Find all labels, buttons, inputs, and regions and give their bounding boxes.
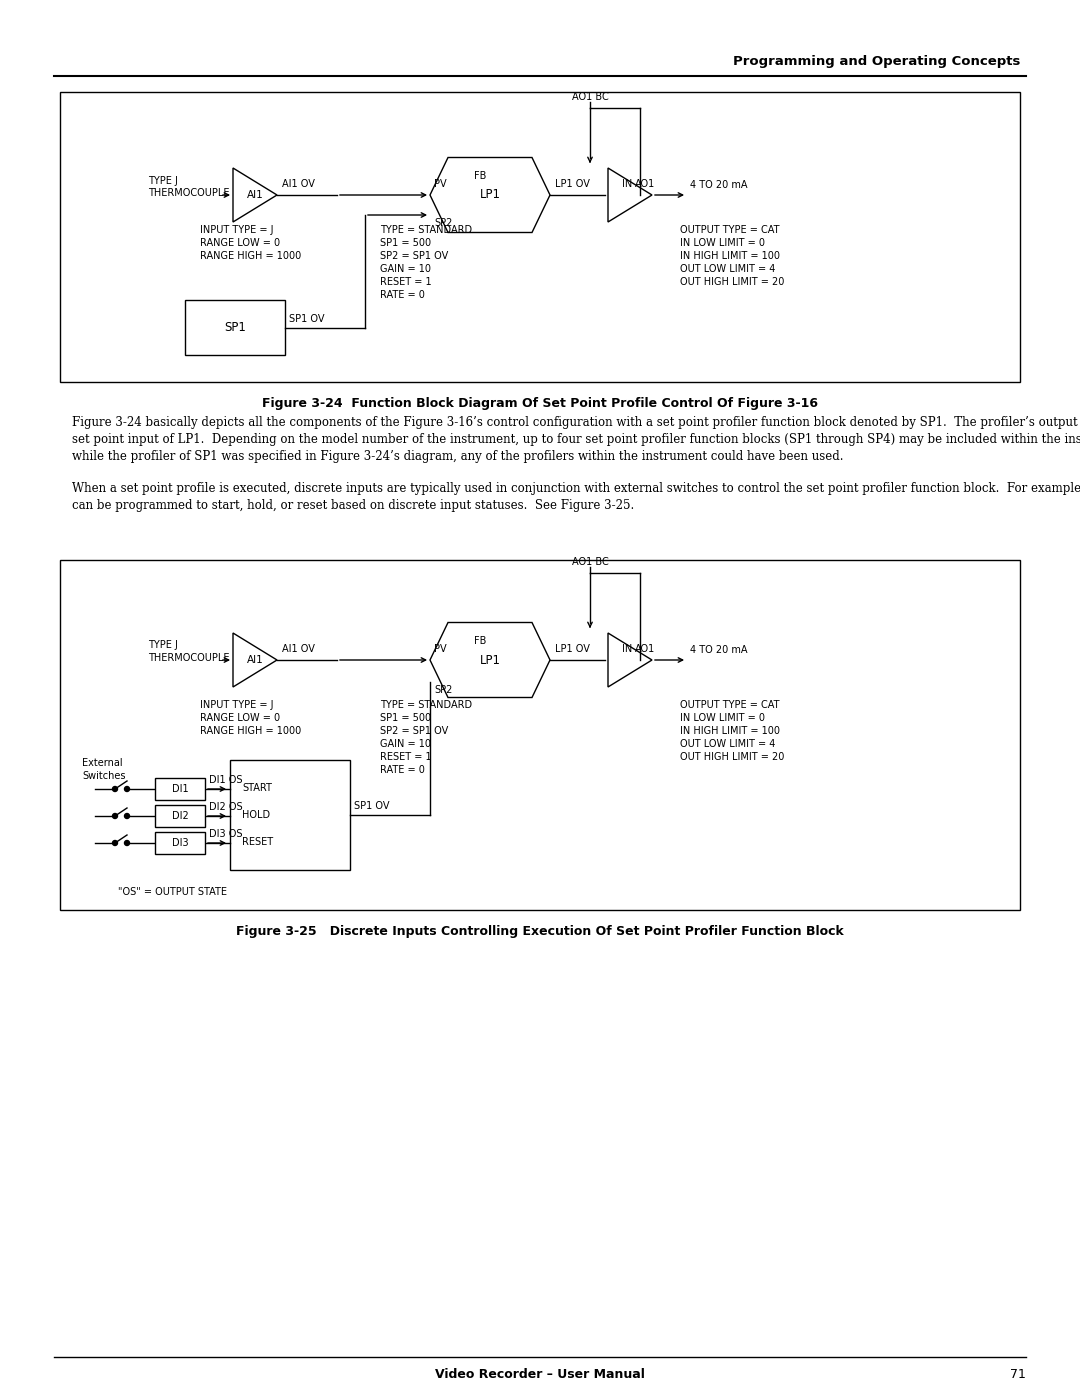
Text: RANGE HIGH = 1000: RANGE HIGH = 1000 <box>200 726 301 736</box>
Text: AI1 OV: AI1 OV <box>282 644 315 654</box>
Text: LP1: LP1 <box>480 654 500 666</box>
Text: SP1 OV: SP1 OV <box>289 313 324 324</box>
Text: SP1: SP1 <box>224 321 246 334</box>
Text: TYPE = STANDARD: TYPE = STANDARD <box>380 700 472 710</box>
Text: TYPE = STANDARD: TYPE = STANDARD <box>380 225 472 235</box>
Text: RESET: RESET <box>242 837 273 847</box>
Text: SP2 = SP1 OV: SP2 = SP1 OV <box>380 726 448 736</box>
Text: RANGE LOW = 0: RANGE LOW = 0 <box>200 712 280 724</box>
Text: SP1: SP1 <box>279 813 301 827</box>
Text: DI2: DI2 <box>172 812 188 821</box>
Text: Switches: Switches <box>82 771 125 781</box>
Text: OUTPUT TYPE = CAT: OUTPUT TYPE = CAT <box>680 225 780 235</box>
Text: AO1 BC: AO1 BC <box>571 92 608 102</box>
Text: AI1: AI1 <box>246 655 264 665</box>
Text: Figure 3-24 basically depicts all the components of the Figure 3-16’s control co: Figure 3-24 basically depicts all the co… <box>72 416 1080 429</box>
Text: OUT LOW LIMIT = 4: OUT LOW LIMIT = 4 <box>680 739 775 749</box>
Bar <box>185 300 285 355</box>
Text: 71: 71 <box>1010 1368 1026 1382</box>
Text: RATE = 0: RATE = 0 <box>380 291 424 300</box>
Text: while the profiler of SP1 was specified in Figure 3-24’s diagram, any of the pro: while the profiler of SP1 was specified … <box>72 450 843 462</box>
Text: When a set point profile is executed, discrete inputs are typically used in conj: When a set point profile is executed, di… <box>72 482 1080 495</box>
Text: RANGE HIGH = 1000: RANGE HIGH = 1000 <box>200 251 301 261</box>
Text: IN HIGH LIMIT = 100: IN HIGH LIMIT = 100 <box>680 726 780 736</box>
Text: Video Recorder – User Manual: Video Recorder – User Manual <box>435 1368 645 1382</box>
Text: DI1 OS: DI1 OS <box>210 775 243 785</box>
Bar <box>60 560 1020 909</box>
Bar <box>60 92 1020 381</box>
Text: SP2: SP2 <box>434 685 453 694</box>
Text: TYPE J: TYPE J <box>148 640 178 650</box>
Bar <box>156 833 205 854</box>
Text: DI1: DI1 <box>172 784 188 793</box>
Circle shape <box>124 813 130 819</box>
Circle shape <box>124 841 130 845</box>
Text: IN HIGH LIMIT = 100: IN HIGH LIMIT = 100 <box>680 251 780 261</box>
Text: Figure 3-24  Function Block Diagram Of Set Point Profile Control Of Figure 3-16: Figure 3-24 Function Block Diagram Of Se… <box>262 398 818 411</box>
Text: THERMOCOUPLE: THERMOCOUPLE <box>148 652 229 664</box>
Text: TYPE J: TYPE J <box>148 176 178 186</box>
Text: AI1 OV: AI1 OV <box>282 179 315 189</box>
Text: Programming and Operating Concepts: Programming and Operating Concepts <box>732 54 1020 68</box>
Text: IN LOW LIMIT = 0: IN LOW LIMIT = 0 <box>680 712 765 724</box>
Bar <box>156 805 205 827</box>
Bar <box>156 778 205 800</box>
Text: AO1: AO1 <box>635 644 656 654</box>
Text: START: START <box>242 782 272 793</box>
Text: IN: IN <box>622 179 632 189</box>
Text: IN: IN <box>622 644 632 654</box>
Text: INPUT TYPE = J: INPUT TYPE = J <box>200 700 273 710</box>
Text: LP1 OV: LP1 OV <box>555 179 590 189</box>
Text: set point input of LP1.  Depending on the model number of the instrument, up to : set point input of LP1. Depending on the… <box>72 433 1080 446</box>
Text: AI1: AI1 <box>246 190 264 200</box>
Text: DI2 OS: DI2 OS <box>210 802 243 812</box>
Text: DI3 OS: DI3 OS <box>210 828 243 840</box>
Text: DI3: DI3 <box>172 838 188 848</box>
Text: SP1 = 500: SP1 = 500 <box>380 712 431 724</box>
Text: AO1 BC: AO1 BC <box>571 557 608 567</box>
Circle shape <box>124 787 130 792</box>
Text: LP1: LP1 <box>480 189 500 201</box>
Text: 4 TO 20 mA: 4 TO 20 mA <box>690 645 747 655</box>
Text: OUT LOW LIMIT = 4: OUT LOW LIMIT = 4 <box>680 264 775 274</box>
Text: GAIN = 10: GAIN = 10 <box>380 264 431 274</box>
Text: GAIN = 10: GAIN = 10 <box>380 739 431 749</box>
Text: 4 TO 20 mA: 4 TO 20 mA <box>690 180 747 190</box>
Text: FB: FB <box>474 170 486 182</box>
Text: OUT HIGH LIMIT = 20: OUT HIGH LIMIT = 20 <box>680 277 784 286</box>
Text: AO1: AO1 <box>635 179 656 189</box>
Text: OUT HIGH LIMIT = 20: OUT HIGH LIMIT = 20 <box>680 752 784 761</box>
Text: can be programmed to start, hold, or reset based on discrete input statuses.  Se: can be programmed to start, hold, or res… <box>72 499 634 511</box>
Text: Figure 3-25   Discrete Inputs Controlling Execution Of Set Point Profiler Functi: Figure 3-25 Discrete Inputs Controlling … <box>237 925 843 939</box>
Text: HOLD: HOLD <box>242 810 270 820</box>
Text: IN LOW LIMIT = 0: IN LOW LIMIT = 0 <box>680 237 765 249</box>
Text: SP1 = 500: SP1 = 500 <box>380 237 431 249</box>
Text: RESET = 1: RESET = 1 <box>380 752 432 761</box>
Text: RATE = 0: RATE = 0 <box>380 766 424 775</box>
Text: SP2: SP2 <box>434 218 453 228</box>
Text: FB: FB <box>474 636 486 645</box>
Circle shape <box>112 841 118 845</box>
Text: LP1 OV: LP1 OV <box>555 644 590 654</box>
Circle shape <box>112 787 118 792</box>
Text: RESET = 1: RESET = 1 <box>380 277 432 286</box>
Text: SP1 OV: SP1 OV <box>354 800 390 812</box>
Text: THERMOCOUPLE: THERMOCOUPLE <box>148 189 229 198</box>
Bar <box>230 760 350 870</box>
Text: SP2 = SP1 OV: SP2 = SP1 OV <box>380 251 448 261</box>
Text: RANGE LOW = 0: RANGE LOW = 0 <box>200 237 280 249</box>
Text: PV: PV <box>434 179 447 189</box>
Circle shape <box>112 813 118 819</box>
Text: "OS" = OUTPUT STATE: "OS" = OUTPUT STATE <box>118 887 227 897</box>
Text: OUTPUT TYPE = CAT: OUTPUT TYPE = CAT <box>680 700 780 710</box>
Text: External: External <box>82 759 123 768</box>
Text: PV: PV <box>434 644 447 654</box>
Text: INPUT TYPE = J: INPUT TYPE = J <box>200 225 273 235</box>
